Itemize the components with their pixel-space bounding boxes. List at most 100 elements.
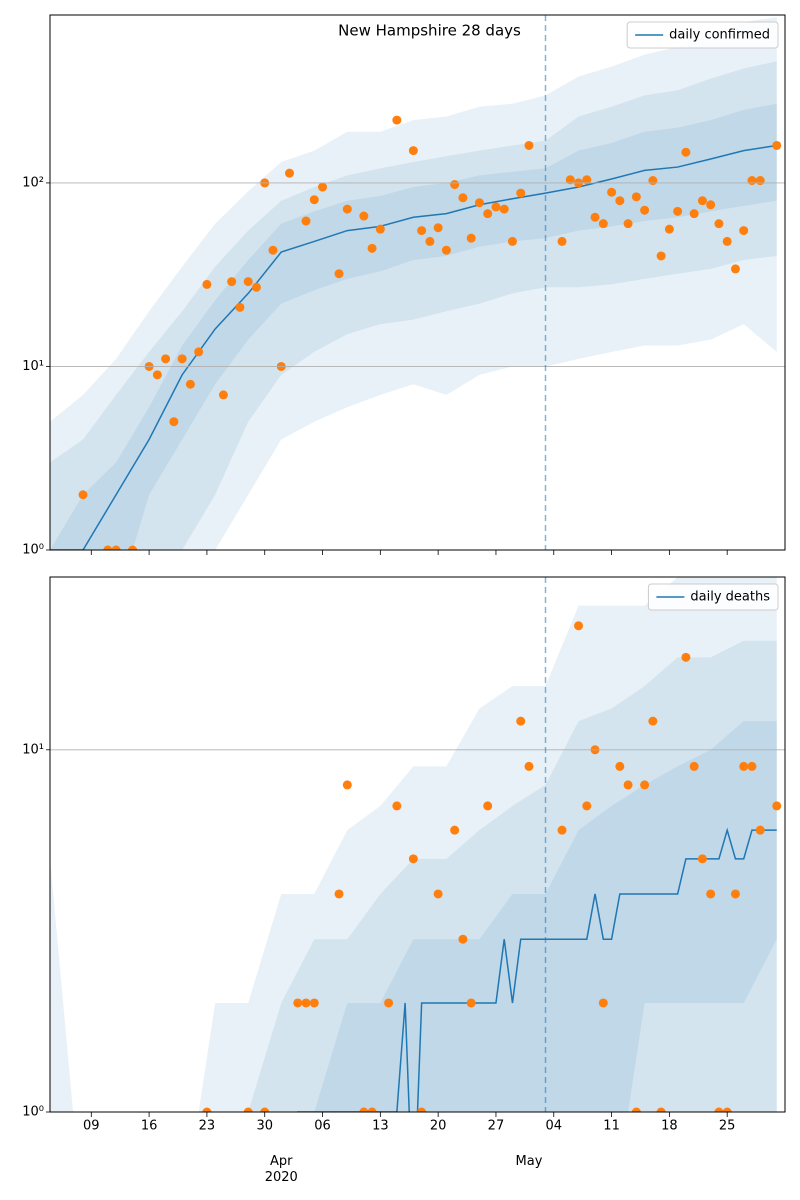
observed-point [466,998,476,1008]
observed-point [747,761,757,771]
legend-label: daily confirmed [669,28,770,43]
x-month-label: May [516,1154,543,1169]
observed-point [739,761,749,771]
observed-point [664,224,674,234]
observed-point [681,652,691,662]
observed-point [392,801,402,811]
observed-point [152,370,162,380]
observed-point [615,196,625,206]
observed-point [483,801,493,811]
observed-point [384,998,394,1008]
observed-point [284,168,294,178]
observed-point [483,209,493,219]
observed-point [78,490,88,500]
observed-point [739,226,749,236]
observed-point [268,245,278,255]
observed-point [607,187,617,197]
observed-point [623,219,633,229]
observed-point [648,176,658,186]
median-line [297,827,777,1112]
observed-point [243,277,253,287]
x-month-label: Apr 2020 [265,1154,298,1185]
observed-point [615,761,625,771]
observed-point [755,825,765,835]
uncertainty-band [248,640,777,1112]
observed-point [425,236,435,246]
observed-point [458,193,468,203]
x-tick-label: 06 [314,1119,331,1134]
observed-point [656,251,666,261]
median-line [50,144,777,550]
observed-point [342,780,352,790]
observed-point [640,780,650,790]
observed-point [582,175,592,185]
chart-title: New Hampshire 28 days [338,22,521,40]
observed-point [227,277,237,287]
observed-point [433,223,443,233]
observed-point [318,182,328,192]
x-tick-label: 27 [488,1119,505,1134]
observed-point [458,934,468,944]
observed-point [516,188,526,198]
y-tick-label: 10¹ [22,742,44,757]
observed-point [524,140,534,150]
observed-point [408,146,418,156]
observed-point [301,216,311,226]
observed-point [631,1107,641,1112]
observed-point [161,354,171,364]
observed-point [590,212,600,222]
x-tick-label: 25 [719,1119,736,1134]
plot-area [50,17,782,550]
observed-point [301,998,311,1008]
observed-point [185,379,195,389]
legend-label: daily deaths [690,590,770,605]
observed-point [706,200,716,210]
observed-point [177,354,187,364]
observed-point [243,1107,253,1112]
x-tick-label: 09 [83,1119,100,1134]
observed-point [235,302,245,312]
observed-point [334,889,344,899]
observed-point [706,889,716,899]
observed-point [755,176,765,186]
observed-point [367,1107,377,1112]
observed-point [772,140,782,150]
axes-frame [49,14,786,551]
observed-point [565,175,575,185]
observed-point [103,545,113,550]
observed-point [574,621,584,631]
uncertainty-band [50,577,777,1112]
observed-point [441,245,451,255]
observed-point [309,998,319,1008]
observed-point [747,176,757,186]
observed-point [359,211,369,221]
y-tick-label: 10⁰ [22,543,44,558]
observed-point [392,115,402,125]
x-tick-label: 11 [603,1119,620,1134]
observed-point [648,716,658,726]
observed-point [598,998,608,1008]
y-tick-label: 10² [22,175,44,190]
observed-point [450,180,460,190]
observed-point [689,209,699,219]
uncertainty-band [50,17,777,550]
observed-point [111,545,121,550]
observed-point [697,854,707,864]
observed-point [218,390,228,400]
observed-point [293,998,303,1008]
observed-point [714,219,724,229]
x-tick-label: 18 [661,1119,678,1134]
observed-point [251,282,261,292]
axes-frame [49,576,786,1113]
observed-point [681,147,691,157]
observed-point [433,889,443,899]
observed-point [722,1107,732,1112]
y-tick-label: 10⁰ [22,1105,44,1120]
observed-point [714,1107,724,1112]
observed-point [417,226,427,236]
observed-point [507,236,517,246]
observed-point [202,279,212,289]
observed-point [623,780,633,790]
observed-point [375,224,385,234]
x-tick-label: 23 [199,1119,216,1134]
